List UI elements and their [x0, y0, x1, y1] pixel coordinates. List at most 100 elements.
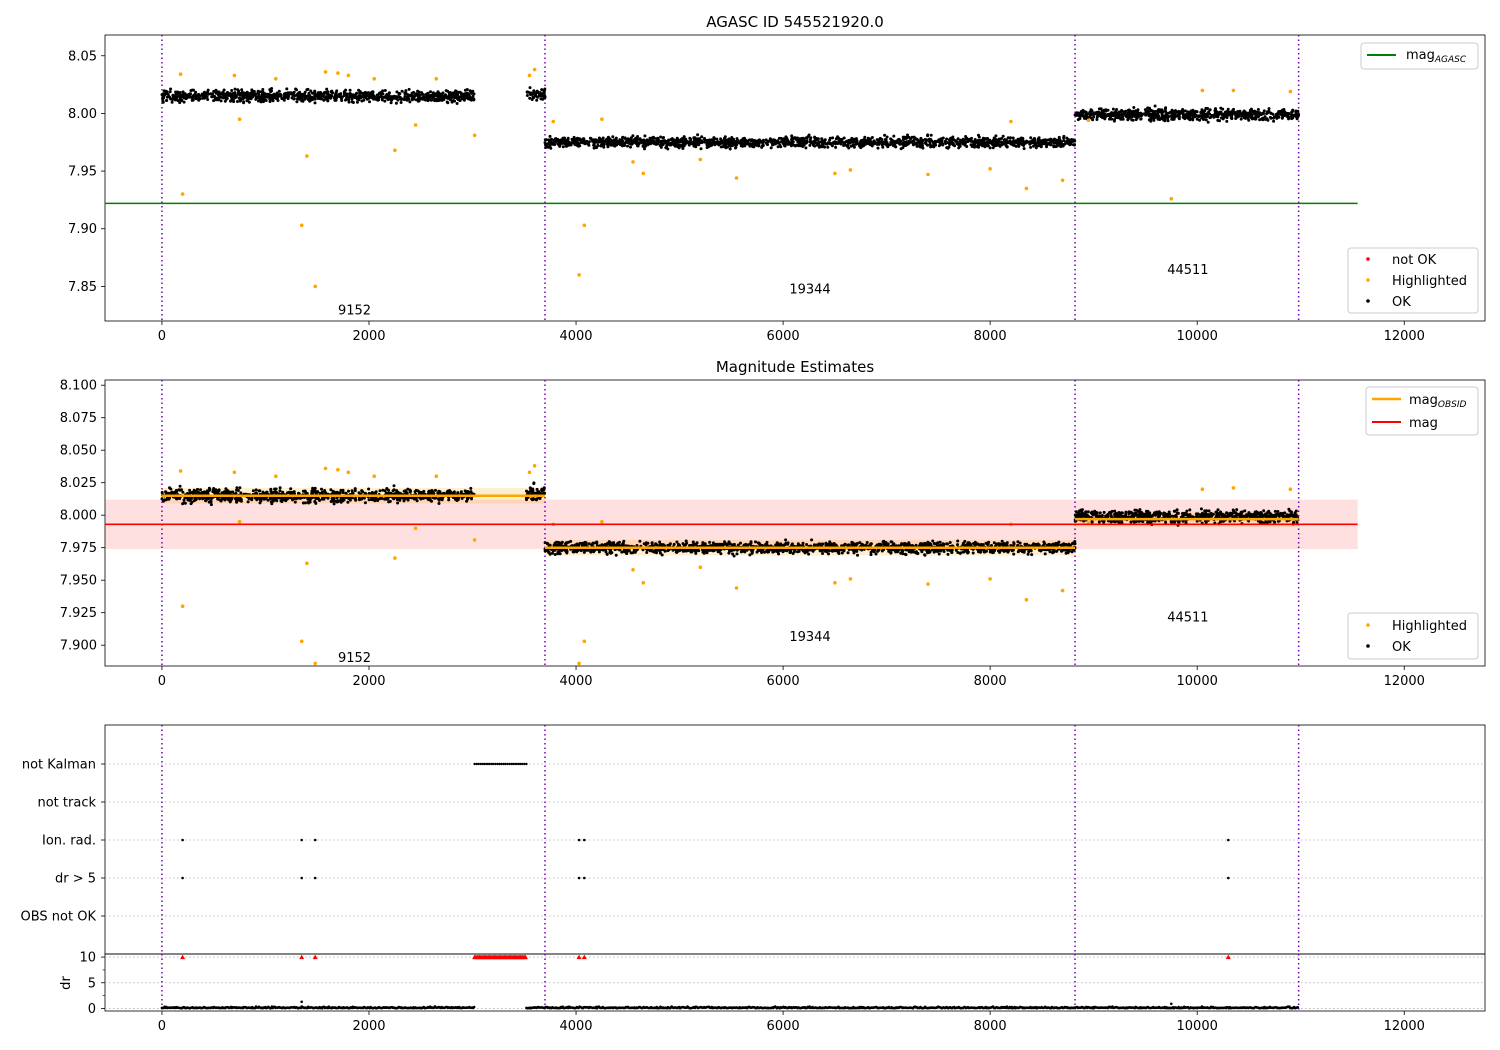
ok-point-1-2471 — [976, 142, 980, 146]
ok-point-1-684 — [209, 92, 213, 96]
ok-point-1-2368 — [959, 138, 963, 142]
ok-point-1-938 — [362, 95, 366, 99]
highlighted-point-1-20 — [582, 223, 587, 228]
ok-point-1-858 — [282, 92, 286, 96]
ok-point-1-2595 — [580, 139, 584, 143]
ok-point-1-380 — [295, 100, 299, 104]
ok-point-1-2238 — [734, 142, 738, 146]
ok-point-1-2507 — [985, 137, 989, 141]
ok-point-1-3154 — [1165, 112, 1169, 116]
ok-point-1-803 — [275, 97, 278, 101]
ok-point-1-2037 — [977, 145, 981, 149]
ok-point-1-1657 — [1022, 147, 1026, 151]
ok-point-1-909 — [224, 97, 228, 101]
ok-point-2-999 — [534, 491, 538, 495]
ok-point-1-998 — [534, 94, 537, 97]
ok-point-1-1993 — [721, 145, 725, 149]
ok-point-1-2395 — [877, 138, 881, 142]
ok-point-1-514 — [233, 87, 237, 91]
ok-point-1-993 — [535, 91, 539, 95]
ok-point-2-181 — [254, 488, 258, 492]
ok-point-2-910 — [388, 491, 392, 495]
ok-point-2-258 — [181, 502, 185, 506]
ok-point-1-3135 — [1275, 114, 1279, 118]
ok-point-2-882 — [351, 491, 355, 495]
ok-point-1-2427 — [642, 142, 646, 146]
ok-point-1-1057 — [1029, 145, 1033, 149]
ok-point-1-2983 — [1256, 115, 1260, 119]
ok-point-1-2509 — [597, 140, 600, 144]
ok-point-1-919 — [371, 91, 375, 95]
ok-point-1-3221 — [1097, 110, 1100, 114]
ok-point-1-261 — [277, 89, 281, 93]
ok-point-1-643 — [395, 90, 399, 94]
ok-point-1-1204 — [929, 133, 933, 137]
highlighted-point-1-6 — [299, 223, 304, 228]
ok-point-1-2181 — [659, 139, 663, 143]
highlighted-point-1-31 — [1009, 119, 1013, 124]
ok-point-1-760 — [282, 97, 286, 101]
ok-point-1-776 — [191, 98, 195, 102]
legend-1-not-ok-label: not OK — [1392, 253, 1437, 268]
ok-point-2-12 — [209, 503, 213, 507]
ok-point-1-984 — [528, 96, 532, 100]
ok-point-1-1232 — [1037, 136, 1041, 140]
ok-point-1-1530 — [1006, 136, 1010, 140]
ok-point-1-2460 — [1049, 137, 1053, 141]
ok-point-1-939 — [205, 92, 209, 96]
ok-point-1-314 — [455, 102, 459, 105]
ok-point-2-935 — [192, 490, 196, 494]
ok-point-2-624 — [224, 487, 228, 491]
ok-point-2-987 — [542, 486, 546, 490]
ok-point-1-2530 — [867, 142, 871, 146]
ok-point-1-740 — [451, 99, 455, 102]
ok-point-2-738 — [460, 497, 464, 500]
panel-2-title: Magnitude Estimates — [716, 358, 874, 376]
ok-point-1-623 — [230, 89, 234, 92]
ok-point-1-2573 — [861, 142, 865, 145]
ok-point-1-1664 — [629, 145, 632, 149]
ok-point-1-930 — [424, 97, 427, 101]
ok-point-1-747 — [399, 98, 403, 101]
ok-point-2-368 — [258, 489, 262, 493]
ok-point-2-943 — [373, 498, 376, 502]
ok-point-1-502 — [192, 88, 195, 92]
ok-point-1-2599 — [1014, 139, 1018, 143]
ok-point-1-910 — [472, 92, 476, 96]
ok-point-1-691 — [357, 88, 361, 92]
ok-point-1-899 — [417, 92, 421, 96]
ok-point-2-865 — [308, 500, 312, 504]
ok-point-2-649 — [367, 498, 371, 502]
ok-point-1-2027 — [892, 144, 895, 148]
ok-point-1-2389 — [683, 142, 687, 146]
ok-point-1-1630 — [612, 138, 616, 142]
ok-point-1-3195 — [1225, 111, 1229, 114]
ok-point-2-687 — [311, 486, 315, 490]
highlighted-point-1-8 — [323, 70, 328, 74]
ok-point-1-2212 — [719, 138, 723, 142]
ok-point-2-751 — [215, 489, 219, 493]
ok-point-1-1585 — [941, 136, 945, 140]
ok-point-1-3045 — [1149, 119, 1153, 123]
ok-point-2-702 — [270, 502, 274, 506]
ok-point-2-259 — [378, 489, 382, 493]
ok-point-1-3107 — [1226, 107, 1230, 111]
ok-point-2-835 — [220, 496, 224, 500]
ok-point-1-863 — [169, 97, 173, 101]
ok-point-1-2876 — [1290, 110, 1294, 114]
ok-point-1-2462 — [1034, 146, 1038, 150]
legend-1-highlighted-label: Highlighted — [1392, 274, 1467, 289]
ok-point-1-614 — [402, 98, 406, 102]
ok-point-1-696 — [325, 87, 329, 91]
ok-point-2-768 — [467, 490, 471, 494]
ok-point-1-882 — [333, 95, 337, 99]
ok-point-1-2450 — [1052, 144, 1056, 148]
ok-point-1-2560 — [1023, 140, 1027, 144]
ok-point-1-3002 — [1262, 112, 1266, 115]
ok-point-1-3270 — [1213, 113, 1217, 117]
highlighted-point-1-29 — [988, 167, 992, 171]
ok-point-1-2385 — [618, 138, 622, 142]
y-tick-label-1-4: 8.05 — [68, 49, 97, 64]
ok-point-1-914 — [348, 95, 352, 99]
